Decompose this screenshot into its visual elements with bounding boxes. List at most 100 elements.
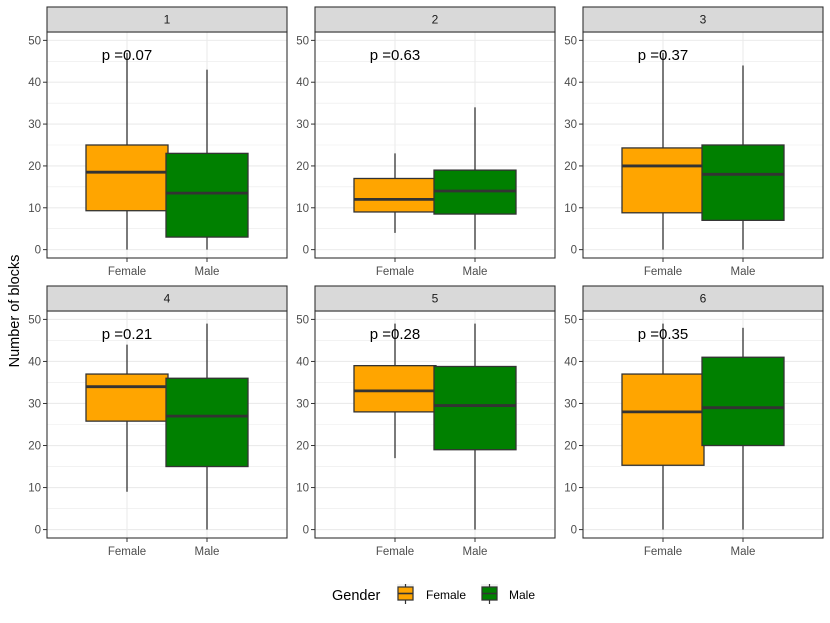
box-body — [85, 144, 169, 212]
y-tick-label: 20 — [296, 161, 309, 173]
legend: Gender Female Male — [332, 584, 535, 604]
y-tick-label: 10 — [28, 203, 41, 215]
box-male — [165, 323, 249, 530]
x-tick-label: Male — [731, 546, 756, 558]
box-female — [85, 52, 169, 250]
facet-strip-label: 6 — [700, 292, 707, 306]
y-tick-label: 40 — [564, 356, 577, 368]
y-tick-label: 30 — [28, 398, 41, 410]
y-tick-label: 40 — [296, 77, 309, 89]
x-tick-label: Female — [376, 266, 414, 278]
y-tick-label: 40 — [564, 77, 577, 89]
y-tick-label: 50 — [296, 314, 309, 326]
facet-strip — [582, 6, 824, 33]
y-tick-label: 10 — [296, 483, 309, 495]
y-tick-label: 50 — [296, 35, 309, 47]
legend-key-male — [481, 584, 498, 604]
y-tick-label: 50 — [28, 314, 41, 326]
y-tick-label: 50 — [564, 35, 577, 47]
y-tick-label: 30 — [28, 119, 41, 131]
facet-panel-3: 0 10 20 30 40 50 Female Male p =0.37 3 — [564, 6, 824, 278]
x-tick-label: Male — [195, 546, 220, 558]
y-tick-label: 10 — [28, 483, 41, 495]
box-body — [165, 377, 249, 468]
x-tick-label: Female — [644, 266, 682, 278]
box-body — [85, 373, 169, 422]
facet-strip-label: 5 — [432, 292, 439, 306]
y-tick-label: 10 — [564, 483, 577, 495]
y-tick-label: 20 — [296, 441, 309, 453]
p-value-annotation: p =0.63 — [370, 47, 420, 64]
legend-label-male: Male — [509, 588, 535, 602]
y-tick-label: 30 — [564, 398, 577, 410]
box-body — [701, 356, 785, 447]
p-value-annotation: p =0.28 — [370, 326, 420, 343]
y-tick-label: 0 — [303, 525, 309, 537]
box-female — [353, 153, 437, 233]
x-tick-label: Male — [463, 266, 488, 278]
facet-strip-label: 4 — [164, 292, 171, 306]
box-body — [353, 177, 437, 213]
y-tick-label: 20 — [28, 441, 41, 453]
y-tick-label: 10 — [296, 203, 309, 215]
x-tick-label: Female — [108, 266, 146, 278]
y-tick-label: 30 — [564, 119, 577, 131]
facet-panel-2: 0 10 20 30 40 50 Female Male p =0.63 2 — [296, 6, 556, 278]
facet-strip — [314, 6, 556, 33]
box-male — [165, 69, 249, 250]
facet-panel-4: 0 10 20 30 40 50 Female Male p =0.21 4 — [28, 285, 288, 558]
y-tick-label: 0 — [571, 245, 577, 257]
box-body — [165, 152, 249, 238]
p-value-annotation: p =0.21 — [102, 326, 152, 343]
box-male — [433, 107, 517, 250]
legend-label-female: Female — [426, 588, 466, 602]
facet-panel-5: 0 10 20 30 40 50 Female Male p =0.28 5 — [296, 285, 556, 558]
box-body — [621, 373, 705, 466]
p-value-annotation: p =0.07 — [102, 47, 152, 64]
p-value-annotation: p =0.35 — [638, 326, 688, 343]
box-male — [701, 327, 785, 530]
y-tick-label: 20 — [564, 441, 577, 453]
box-body — [353, 364, 437, 413]
facet-strip — [314, 285, 556, 312]
facet-strip — [582, 285, 824, 312]
x-tick-label: Male — [731, 266, 756, 278]
facet-strip-label: 2 — [432, 13, 439, 27]
facet-strip-label: 1 — [164, 13, 171, 27]
box-female — [621, 323, 705, 530]
facet-panel-6: 0 10 20 30 40 50 Female Male p =0.35 6 — [564, 285, 824, 558]
x-tick-label: Male — [195, 266, 220, 278]
x-tick-label: Female — [376, 546, 414, 558]
facet-strip-label: 3 — [700, 13, 707, 27]
y-axis-title: Number of blocks — [7, 255, 23, 368]
y-tick-label: 0 — [35, 525, 41, 537]
legend-key-female — [397, 584, 414, 604]
y-tick-label: 30 — [296, 398, 309, 410]
x-tick-label: Female — [108, 546, 146, 558]
facet-panel-1: 0 10 20 30 40 50 Female Male p =0.07 1 — [28, 6, 288, 278]
y-tick-label: 0 — [35, 245, 41, 257]
y-tick-label: 30 — [296, 119, 309, 131]
box-female — [621, 52, 705, 250]
y-tick-label: 20 — [28, 161, 41, 173]
y-tick-label: 0 — [303, 245, 309, 257]
x-tick-label: Male — [463, 546, 488, 558]
x-tick-label: Female — [644, 546, 682, 558]
y-tick-label: 20 — [564, 161, 577, 173]
y-tick-label: 50 — [28, 35, 41, 47]
y-tick-label: 50 — [564, 314, 577, 326]
y-tick-label: 40 — [296, 356, 309, 368]
y-tick-label: 10 — [564, 203, 577, 215]
box-body — [621, 147, 705, 214]
box-male — [701, 65, 785, 250]
box-body — [433, 365, 517, 451]
facet-strip — [46, 6, 288, 33]
box-male — [433, 323, 517, 530]
y-tick-label: 40 — [28, 356, 41, 368]
p-value-annotation: p =0.37 — [638, 47, 688, 64]
y-tick-label: 0 — [571, 525, 577, 537]
facet-strip — [46, 285, 288, 312]
box-body — [701, 144, 785, 221]
